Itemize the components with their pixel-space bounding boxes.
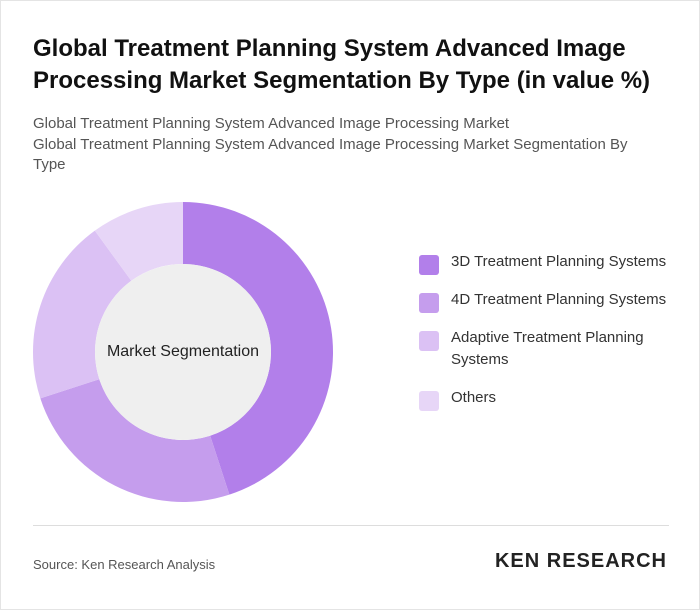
legend-label: Adaptive Treatment Planning Systems: [451, 329, 644, 368]
donut-segment: [32, 230, 132, 399]
legend-item: Others: [419, 387, 669, 411]
legend-swatch: [419, 293, 439, 313]
chart-title: Global Treatment Planning System Advance…: [33, 35, 651, 94]
logo: KEN RESEARCH: [494, 550, 667, 572]
donut-hole: [95, 264, 271, 440]
donut-segment: [94, 202, 183, 281]
source: Source: Ken Research Analysis: [33, 557, 216, 572]
center-label: Market Segmentation: [107, 343, 259, 360]
donut-segment: [183, 202, 334, 495]
legend-item: Adaptive Treatment Planning Systems: [419, 327, 669, 371]
legend-label: 4D Treatment Planning Systems: [451, 291, 667, 308]
legend-label: Others: [451, 389, 497, 406]
legend-label: 3D Treatment Planning Systems: [451, 253, 667, 270]
subtitle: Global Treatment Planning System Advance…: [33, 136, 628, 173]
subtitle: Global Treatment Planning System Advance…: [33, 115, 510, 132]
legend-item: 4D Treatment Planning Systems: [419, 289, 669, 313]
legend-swatch: [419, 331, 439, 351]
legend-swatch: [419, 255, 439, 275]
donut-chart: Market Segmentation: [32, 202, 334, 503]
donut-segment: [40, 379, 230, 503]
separator: [33, 525, 669, 526]
legend: 3D Treatment Planning Systems 4D Treatmen…: [419, 251, 669, 425]
legend-swatch: [419, 391, 439, 411]
legend-item: 3D Treatment Planning Systems: [419, 251, 669, 275]
